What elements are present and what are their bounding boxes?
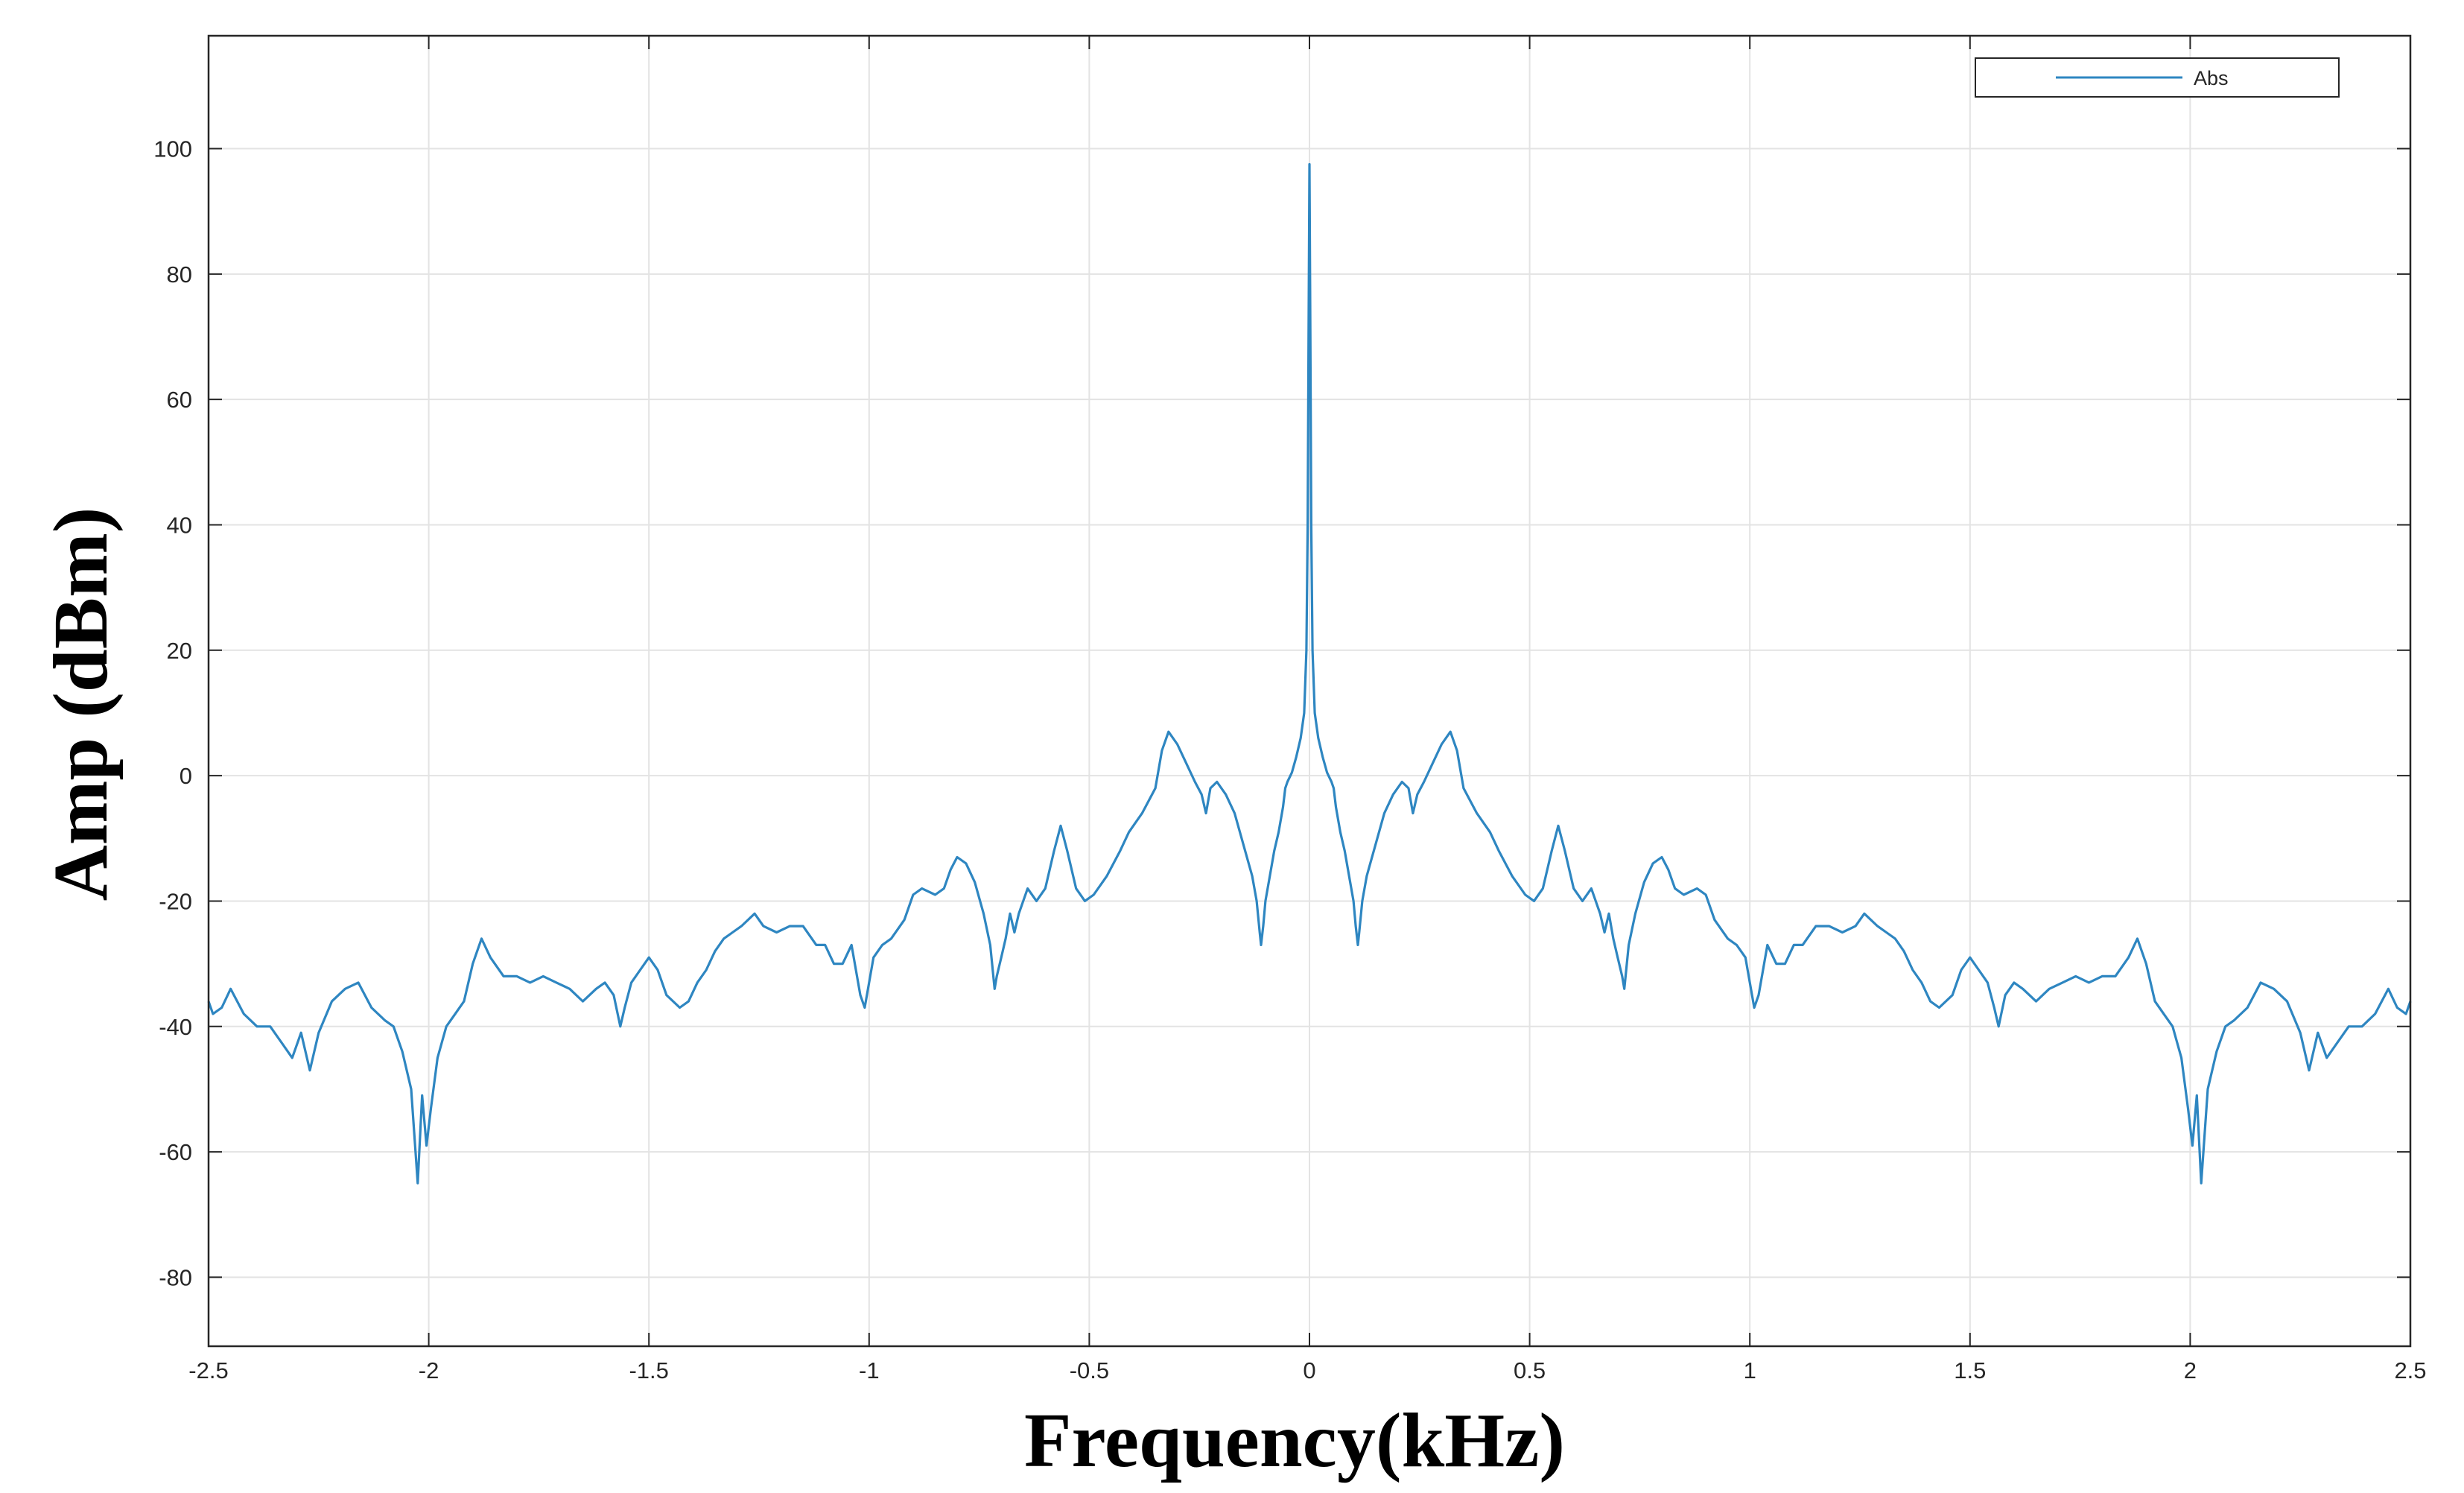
plot-border (207, 34, 2412, 1348)
x-tick-label: -0.5 (1070, 1357, 1109, 1383)
legend: Abs (1975, 57, 2340, 98)
y-tick-labels: -80 -60 -40 -20 0 20 40 60 80 100 (153, 136, 192, 1290)
x-tick-label: 2.5 (2394, 1357, 2426, 1383)
x-tick-labels: -2.5 -2 -1.5 -1 -0.5 0 0.5 1 1.5 2 2.5 (188, 1357, 2426, 1383)
x-tick-label: 2 (2184, 1357, 2197, 1383)
y-tick-label: 20 (167, 638, 192, 664)
x-axis-title: Frequency(kHz) (1024, 1398, 1565, 1483)
y-tick-label: 80 (167, 261, 192, 288)
x-tick-label: 0 (1303, 1357, 1315, 1383)
y-tick-label: -80 (159, 1264, 192, 1290)
x-tick-label: -2 (419, 1357, 439, 1383)
series-line-abs (207, 162, 2412, 1185)
y-tick-label: 0 (180, 763, 192, 789)
x-tick-label: 0.5 (1514, 1357, 1546, 1383)
x-tick-label: 1 (1744, 1357, 1756, 1383)
x-tick-label: -2.5 (188, 1357, 228, 1383)
legend-entry-abs: Abs (2194, 67, 2229, 89)
y-tick-label: 60 (167, 387, 192, 413)
y-tick-label: -40 (159, 1014, 192, 1040)
x-tick-label: -1 (859, 1357, 880, 1383)
x-tick-label: -1.5 (629, 1357, 668, 1383)
x-tick-label: 1.5 (1954, 1357, 1986, 1383)
y-tick-label: -20 (159, 888, 192, 914)
y-tick-label: -60 (159, 1139, 192, 1165)
y-tick-label: 100 (153, 136, 192, 162)
y-axis-title: Amp (dBm) (38, 507, 124, 901)
y-tick-label: 40 (167, 512, 192, 538)
